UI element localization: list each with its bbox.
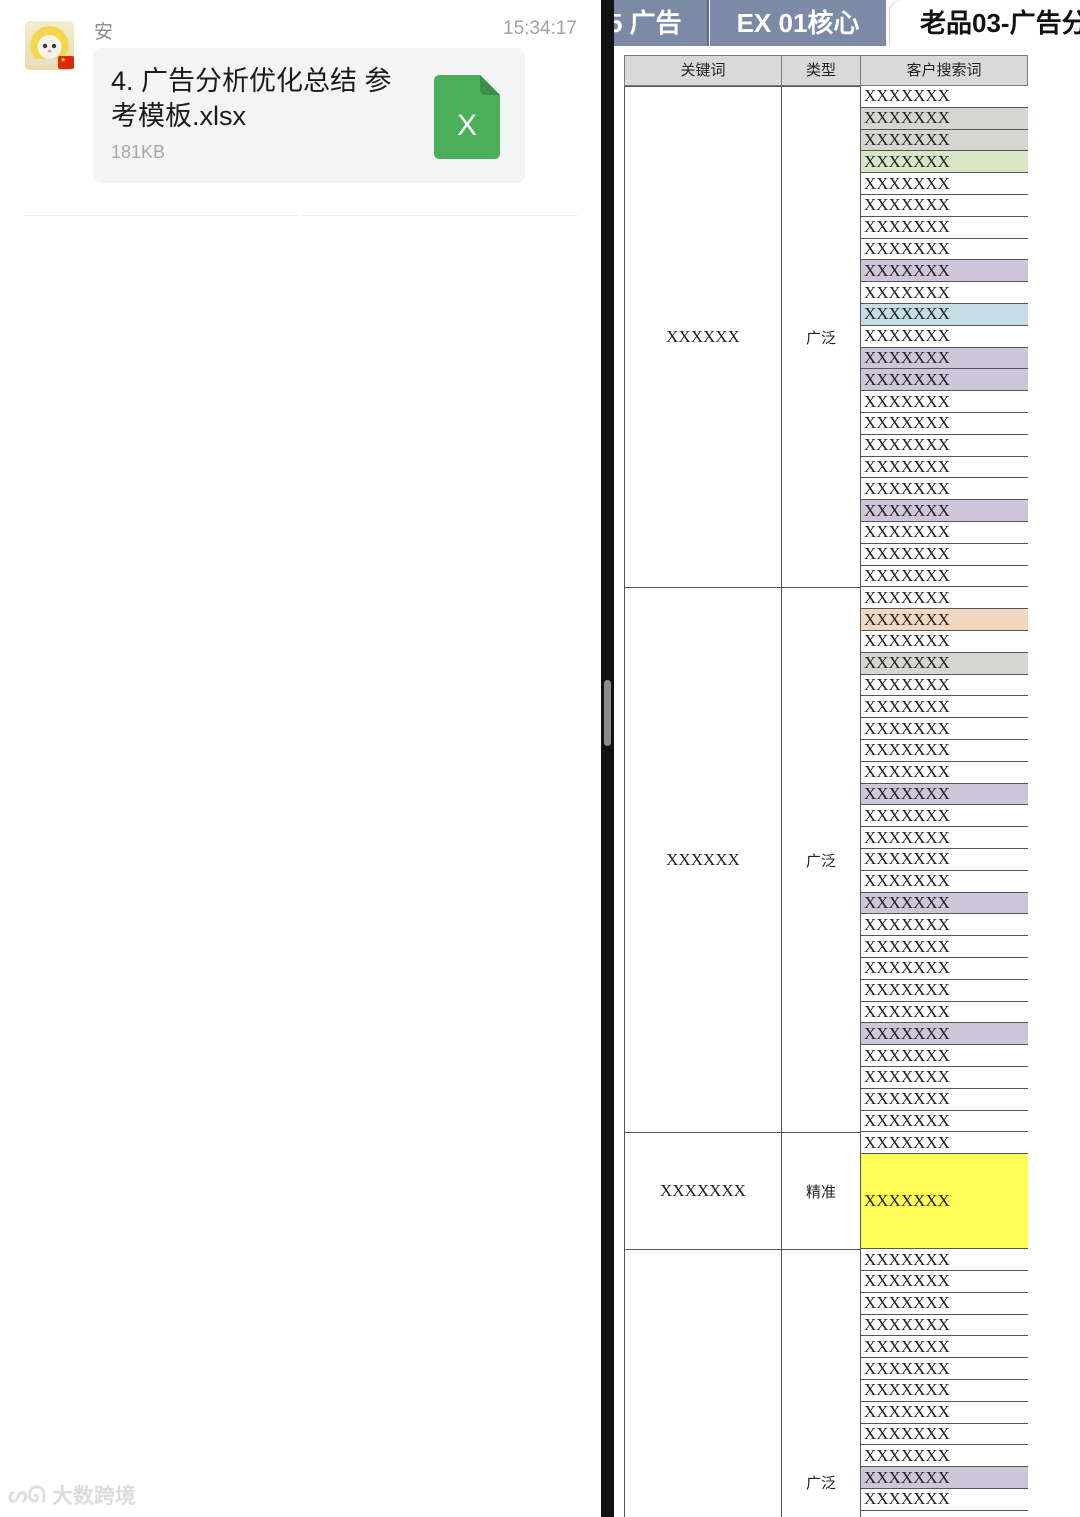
search-term-cell[interactable]: XXXXXXX: [860, 718, 1028, 740]
search-term-cell[interactable]: XXXXXXX: [860, 216, 1028, 239]
keyword-cell[interactable]: XXXXXX: [624, 587, 782, 1134]
search-term-cell[interactable]: XXXXXXX: [860, 958, 1028, 980]
sheet-tab-ex01[interactable]: EX 01核心: [710, 0, 886, 46]
search-term-cell[interactable]: XXXXXXX: [860, 107, 1028, 130]
search-term-cell[interactable]: XXXXXXX: [860, 522, 1028, 544]
cat-avatar-icon: [29, 26, 70, 65]
search-term-cell[interactable]: XXXXXXX: [860, 1132, 1028, 1155]
search-term-cell[interactable]: XXXXXXX: [860, 1045, 1028, 1067]
match-type-cell[interactable]: 广泛: [781, 587, 861, 1134]
match-type-cell[interactable]: 精准: [781, 1132, 861, 1251]
split-view-handle[interactable]: [604, 680, 611, 746]
split-view-divider: [601, 0, 614, 1517]
keyword-cell[interactable]: XXXXXXX: [624, 1132, 782, 1251]
search-term-cell[interactable]: XXXXXXX: [860, 1489, 1028, 1511]
keyword-cell[interactable]: XXXXXX: [624, 86, 782, 589]
search-term-cell[interactable]: XXXXXXX: [860, 1423, 1028, 1446]
search-term-cell[interactable]: XXXXXXX: [860, 674, 1028, 697]
excel-icon-letter: X: [457, 109, 477, 142]
sheet-tab-active[interactable]: 老品03-广告分: [890, 0, 1080, 46]
sender-name: 安: [94, 21, 114, 43]
header-keyword[interactable]: 关键词: [624, 55, 782, 86]
search-term-cell[interactable]: XXXXXXX: [860, 1110, 1028, 1133]
search-term-cell[interactable]: XXXXXXX: [860, 282, 1028, 304]
search-term-cell[interactable]: XXXXXXX: [860, 696, 1028, 719]
search-term-cell[interactable]: XXXXXXX: [860, 413, 1028, 435]
search-term-cell[interactable]: XXXXXXX: [860, 260, 1028, 283]
avatar[interactable]: [25, 21, 74, 70]
search-term-cell[interactable]: XXXXXXX: [860, 609, 1028, 631]
search-term-cell[interactable]: XXXXXXX: [860, 827, 1028, 849]
search-term-cell[interactable]: XXXXXXX: [860, 1445, 1028, 1468]
search-term-cell[interactable]: XXXXXXX: [860, 1088, 1028, 1111]
search-term-cell[interactable]: XXXXXXX: [860, 1023, 1028, 1046]
search-term-cell[interactable]: XXXXXXX: [860, 391, 1028, 413]
search-term-cell[interactable]: XXXXXXX: [860, 936, 1028, 958]
tabs-baseline: [614, 46, 1080, 55]
search-term-cell[interactable]: XXXXXXX: [860, 1401, 1028, 1424]
match-type-cell[interactable]: 广泛: [781, 86, 861, 589]
search-term-cell[interactable]: XXXXXXX: [860, 914, 1028, 937]
search-term-cell[interactable]: XXXXXXX: [860, 195, 1028, 217]
keyword-cell[interactable]: [624, 1249, 782, 1517]
search-term-cell[interactable]: XXXXXXX: [860, 892, 1028, 915]
sheet-tabs: 5 广告 EX 01核心 老品03-广告分: [614, 0, 1080, 47]
excel-file-icon: X: [434, 75, 500, 159]
search-term-cell[interactable]: XXXXXXX: [860, 761, 1028, 784]
search-term-cell[interactable]: XXXXXXX: [860, 151, 1028, 174]
search-term-cell[interactable]: XXXXXXX: [860, 1380, 1028, 1402]
divider-dot: [298, 213, 303, 218]
header-search-term[interactable]: 客户搜索词: [860, 55, 1028, 86]
search-term-cell[interactable]: XXXXXXX: [860, 369, 1028, 392]
search-term-cell[interactable]: XXXXXXX: [860, 849, 1028, 871]
search-term-cell[interactable]: XXXXXXX: [860, 1336, 1028, 1359]
search-term-cell[interactable]: XXXXXXX: [860, 500, 1028, 522]
sheet-tab-ads[interactable]: 5 广告: [614, 0, 709, 46]
search-term-cell[interactable]: XXXXXXX: [860, 631, 1028, 653]
search-term-cell[interactable]: XXXXXXX: [860, 1292, 1028, 1315]
search-term-cell[interactable]: XXXXXXX: [860, 1467, 1028, 1489]
search-term-cell[interactable]: XXXXXXX: [860, 1271, 1028, 1293]
search-term-cell[interactable]: XXXXXXX: [860, 434, 1028, 457]
search-term-cell[interactable]: XXXXXXX: [860, 783, 1028, 806]
file-name: 4. 广告分析优化总结 参考模板.xlsx: [111, 66, 392, 131]
search-term-cell[interactable]: XXXXXXX: [860, 1154, 1028, 1250]
watermark-logo-icon: ᔕᘏ: [8, 1482, 46, 1508]
search-term-cell[interactable]: XXXXXXX: [860, 1067, 1028, 1089]
search-term-cell[interactable]: XXXXXXX: [860, 304, 1028, 326]
search-term-cell[interactable]: XXXXXXX: [860, 129, 1028, 152]
file-size: 181KB: [111, 142, 166, 162]
search-term-cell[interactable]: XXXXXXX: [860, 805, 1028, 828]
file-message-card[interactable]: 4. 广告分析优化总结 参考模板.xlsx 181KB X: [93, 48, 525, 183]
spreadsheet-pane: 5 广告 EX 01核心 老品03-广告分 关键词 类型 客户搜索词 XXXXX…: [614, 0, 1080, 1517]
china-flag-icon: [58, 56, 74, 69]
search-term-cell[interactable]: XXXXXXX: [860, 587, 1028, 610]
search-term-cell[interactable]: XXXXXXX: [860, 347, 1028, 370]
search-term-cell[interactable]: XXXXXXX: [860, 325, 1028, 348]
watermark-text: 大数跨境: [51, 1484, 136, 1508]
match-type-cell[interactable]: 广泛: [781, 1249, 861, 1517]
search-term-cell[interactable]: XXXXXXX: [860, 86, 1028, 108]
search-term-cell[interactable]: XXXXXXX: [860, 565, 1028, 588]
search-term-cell[interactable]: XXXXXXX: [860, 173, 1028, 195]
search-term-cell[interactable]: XXXXXXX: [860, 238, 1028, 261]
chat-pane: 安 15:34:17 4. 广告分析优化总结 参考模板.xlsx 181KB X…: [0, 0, 601, 1517]
search-term-cell[interactable]: XXXXXXX: [860, 478, 1028, 501]
search-term-cell[interactable]: XXXXXXX: [860, 543, 1028, 566]
search-term-cell[interactable]: XXXXXXX: [860, 979, 1028, 1002]
search-term-cell[interactable]: XXXXXXX: [860, 652, 1028, 675]
search-term-cell[interactable]: XXXXXXX: [860, 1314, 1028, 1337]
search-term-cell[interactable]: XXXXXXX: [860, 456, 1028, 479]
search-term-cell[interactable]: XXXXXXX: [860, 1001, 1028, 1024]
watermark: ᔕᘏ 大数跨境: [8, 1480, 136, 1510]
header-type[interactable]: 类型: [781, 55, 861, 86]
search-term-cell[interactable]: XXXXXXX: [860, 1358, 1028, 1380]
search-term-cell[interactable]: XXXXXXX: [860, 740, 1028, 762]
message-timestamp: 15:34:17: [503, 18, 577, 39]
search-term-cell[interactable]: XXXXXXX: [860, 1249, 1028, 1271]
search-term-cell[interactable]: XXXXXXX: [860, 870, 1028, 893]
